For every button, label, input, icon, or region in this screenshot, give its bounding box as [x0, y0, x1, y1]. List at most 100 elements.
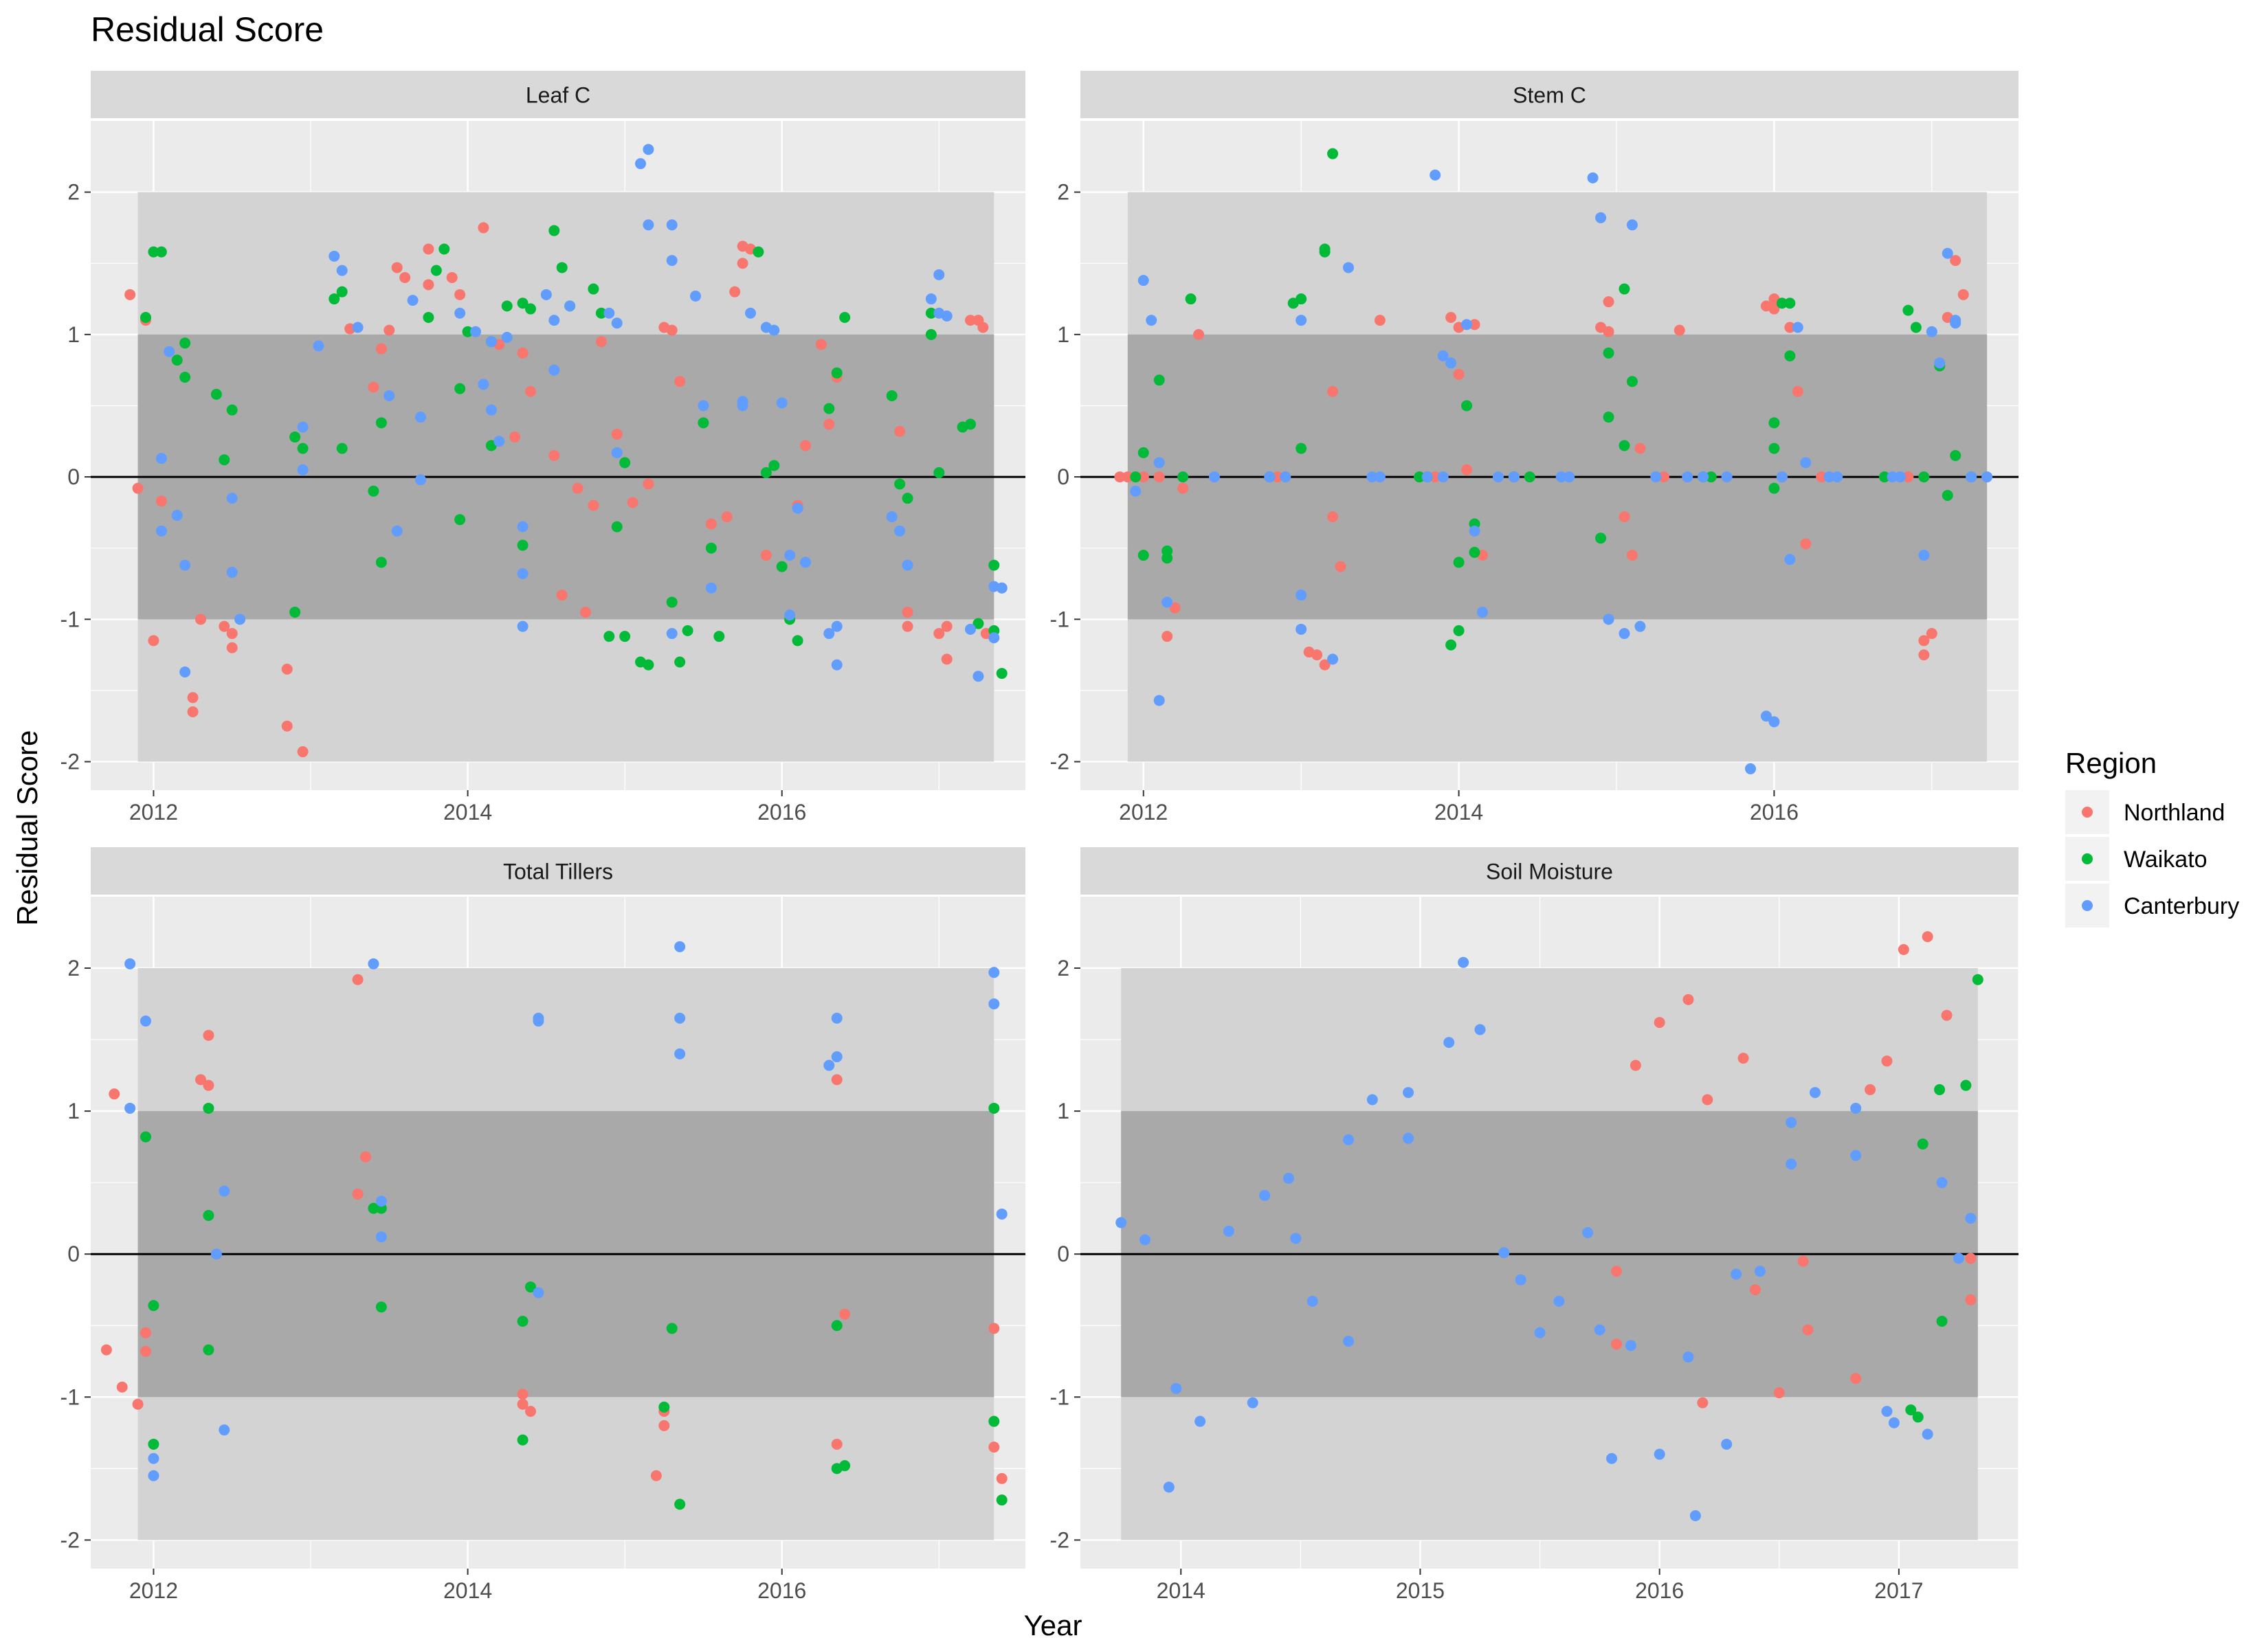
data-point	[674, 1499, 686, 1510]
data-point	[525, 1281, 536, 1293]
data-point	[776, 561, 788, 572]
data-point	[226, 404, 238, 416]
data-point	[454, 307, 466, 319]
data-point	[281, 663, 293, 675]
data-point	[1902, 471, 1914, 483]
data-point	[226, 493, 238, 504]
data-point	[1619, 628, 1630, 640]
strip-label-leaf-c: Leaf C	[526, 83, 590, 108]
data-point	[470, 326, 481, 337]
data-point	[1582, 1227, 1594, 1238]
data-point	[391, 525, 403, 537]
data-point	[438, 243, 450, 255]
data-point	[383, 324, 395, 336]
data-point	[1776, 298, 1788, 309]
legend-title: Region	[2065, 747, 2157, 779]
data-point	[1674, 324, 1685, 336]
data-point	[1327, 653, 1339, 665]
data-point	[737, 258, 748, 269]
data-point	[423, 311, 434, 323]
data-point	[352, 1188, 364, 1200]
y-tick-label: 2	[67, 180, 80, 205]
data-point	[1965, 1294, 1977, 1305]
data-point	[289, 431, 301, 443]
y-tick-label: 2	[67, 956, 80, 980]
data-point	[485, 336, 497, 348]
data-point	[800, 557, 811, 568]
y-tick-label: 0	[67, 1242, 80, 1266]
data-point	[1972, 974, 1983, 985]
data-point	[556, 262, 568, 273]
data-point	[517, 1434, 529, 1446]
data-point	[965, 315, 976, 326]
series-canterbury	[1130, 169, 1993, 774]
data-point	[729, 286, 741, 298]
data-point	[1702, 1094, 1713, 1106]
data-point	[1654, 1448, 1665, 1460]
strip-soil-moisture	[1080, 847, 2019, 895]
legend-key-marker	[2082, 900, 2093, 911]
data-point	[548, 450, 560, 461]
data-point	[941, 620, 953, 632]
data-point	[171, 355, 183, 366]
data-point	[996, 1472, 1008, 1484]
data-point	[674, 1048, 686, 1059]
data-point	[1603, 614, 1614, 625]
data-point	[839, 311, 851, 323]
data-point	[1888, 1417, 1900, 1428]
data-point	[784, 550, 796, 561]
data-point	[533, 1287, 544, 1299]
y-tick-label: -1	[1050, 1384, 1069, 1409]
y-tick-label: -1	[60, 607, 80, 631]
data-point	[297, 421, 309, 433]
data-point	[1161, 631, 1173, 642]
data-point	[517, 298, 529, 309]
data-point	[1881, 1406, 1893, 1417]
data-point	[1319, 659, 1331, 671]
data-point	[1942, 247, 1953, 259]
data-point	[902, 559, 913, 571]
data-point	[996, 1494, 1008, 1506]
data-point	[713, 631, 725, 642]
data-point	[1553, 1295, 1565, 1307]
data-point	[1437, 471, 1449, 483]
data-point	[1595, 212, 1607, 223]
data-point	[745, 307, 756, 319]
data-point	[902, 493, 913, 504]
data-point	[1461, 319, 1473, 330]
data-point	[399, 271, 411, 283]
data-point	[1965, 1213, 1977, 1224]
data-point	[1902, 304, 1914, 316]
data-point	[375, 1196, 387, 1207]
data-point	[996, 668, 1008, 680]
x-axis-title: Year	[1024, 1609, 1082, 1641]
data-point	[1445, 311, 1457, 323]
data-point	[650, 1470, 662, 1481]
data-point	[737, 396, 748, 407]
data-point	[721, 511, 733, 523]
x-tick-label: 2015	[1396, 1578, 1445, 1603]
data-point	[1366, 1094, 1378, 1106]
data-point	[533, 1016, 544, 1027]
data-point	[1421, 471, 1433, 483]
series-canterbury	[1115, 956, 1977, 1522]
data-point	[988, 967, 1000, 978]
data-point	[619, 631, 631, 642]
data-point	[674, 941, 686, 952]
data-point	[368, 1202, 379, 1214]
data-point	[823, 1059, 835, 1071]
data-point	[164, 346, 175, 357]
data-point	[179, 337, 191, 349]
data-point	[297, 442, 309, 454]
data-point	[1966, 471, 1977, 483]
data-point	[226, 566, 238, 578]
panel-stem-c: Stem C -2 -1 0 1 2 2012 2014 2016	[1050, 71, 2019, 824]
data-point	[941, 310, 953, 322]
data-point	[1936, 1177, 1948, 1189]
data-point	[297, 746, 309, 758]
data-point	[988, 998, 1000, 1010]
data-point	[580, 606, 591, 618]
data-point	[603, 631, 615, 642]
data-point	[1153, 374, 1165, 386]
data-point	[1802, 1324, 1814, 1336]
